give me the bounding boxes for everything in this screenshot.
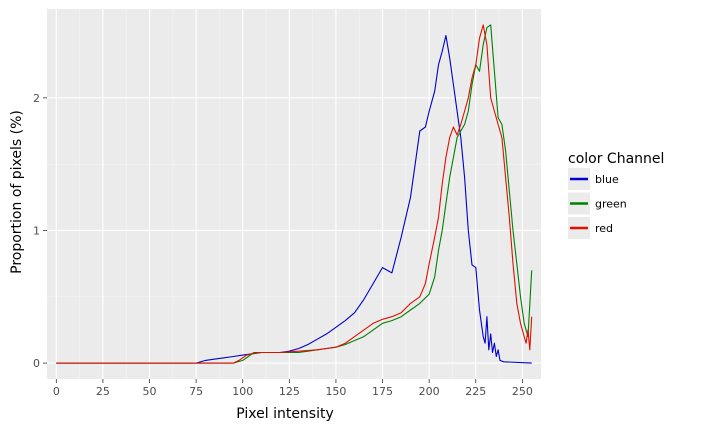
legend-item-blue: blue: [568, 168, 619, 190]
legend-title: color Channel: [568, 151, 664, 167]
series-line-red: [56, 24, 533, 364]
x-axis-title: Pixel intensity: [236, 406, 334, 422]
y-axis-title: Proportion of pixels (%): [9, 110, 25, 274]
x-tick-label: 225: [465, 385, 486, 398]
x-tick-label: 200: [419, 385, 440, 398]
legend-label-blue: blue: [595, 173, 619, 186]
y-tick-label: 1: [33, 224, 40, 237]
x-tick-label: 125: [279, 385, 300, 398]
x-tick-label: 50: [143, 385, 157, 398]
plot-panel: [47, 9, 541, 379]
minor-gridlines: [47, 9, 541, 379]
y-axis-ticks: 0 1 2: [33, 92, 47, 370]
x-tick-label: 0: [53, 385, 60, 398]
series-lines: [56, 24, 533, 364]
y-tick-label: 2: [33, 92, 40, 105]
legend: color Channel blue green red: [568, 151, 664, 239]
legend-label-green: green: [595, 198, 627, 211]
x-tick-label: 100: [232, 385, 253, 398]
legend-item-red: red: [568, 217, 613, 239]
legend-items: blue green red: [568, 168, 627, 239]
x-tick-label: 25: [96, 385, 110, 398]
legend-item-green: green: [568, 192, 627, 215]
x-tick-label: 175: [372, 385, 393, 398]
x-axis-ticks: 0 25 50 75 100 125 150 175 200 225 250: [53, 379, 533, 398]
x-tick-label: 250: [512, 385, 533, 398]
x-tick-label: 75: [189, 385, 203, 398]
x-tick-label: 150: [325, 385, 346, 398]
legend-label-red: red: [595, 222, 613, 235]
major-gridlines: [47, 9, 541, 379]
y-tick-label: 0: [33, 357, 40, 370]
series-line-green: [56, 24, 533, 364]
